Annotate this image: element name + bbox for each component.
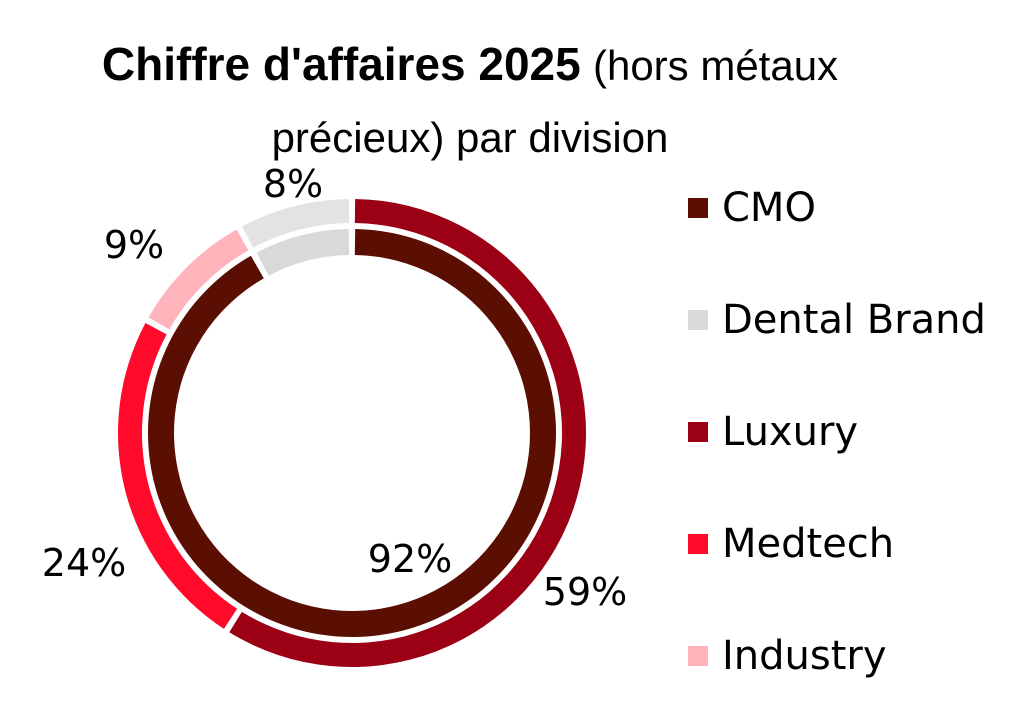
data-label-outer-medtech: 24% bbox=[42, 541, 126, 585]
legend-label-industry: Industry bbox=[722, 633, 887, 679]
data-label-outer-luxury: 59% bbox=[543, 570, 627, 614]
legend-label-luxury: Luxury bbox=[722, 409, 859, 455]
data-label-outer-dental-brand: 8% bbox=[263, 162, 323, 206]
data-label-outer-industry: 9% bbox=[104, 223, 164, 267]
legend-label-cmo: CMO bbox=[722, 185, 816, 231]
title-line-2: précieux) par division bbox=[0, 102, 940, 174]
legend-label-dental-brand: Dental Brand bbox=[722, 297, 986, 343]
title-line-1: Chiffre d'affaires 2025 (hors métaux bbox=[0, 28, 940, 102]
chart-title: Chiffre d'affaires 2025 (hors métaux pré… bbox=[0, 28, 940, 174]
slice-inner-dental-brand bbox=[256, 229, 350, 276]
legend-swatch-cmo bbox=[688, 198, 708, 218]
slice-outer-dental-brand bbox=[242, 199, 350, 248]
slice-inner-cmo bbox=[148, 229, 557, 638]
title-subtitle-part-1: (hors métaux bbox=[592, 42, 839, 89]
donut-rings bbox=[118, 199, 587, 667]
slice-outer-industry bbox=[148, 229, 249, 330]
title-subtitle-part-2: précieux) par division bbox=[271, 114, 669, 161]
title-bold: Chiffre d'affaires 2025 bbox=[101, 38, 581, 90]
legend-swatch-medtech bbox=[688, 534, 708, 554]
legend-swatch-luxury bbox=[688, 422, 708, 442]
legend-label-medtech: Medtech bbox=[722, 521, 895, 567]
legend-swatch-dental-brand bbox=[688, 310, 708, 330]
slice-outer-medtech bbox=[118, 323, 238, 629]
slice-labels: 92% 59% 24% 9% 8% bbox=[42, 162, 627, 614]
legend-swatch-industry bbox=[688, 646, 708, 666]
data-label-inner-cmo: 92% bbox=[368, 537, 452, 581]
